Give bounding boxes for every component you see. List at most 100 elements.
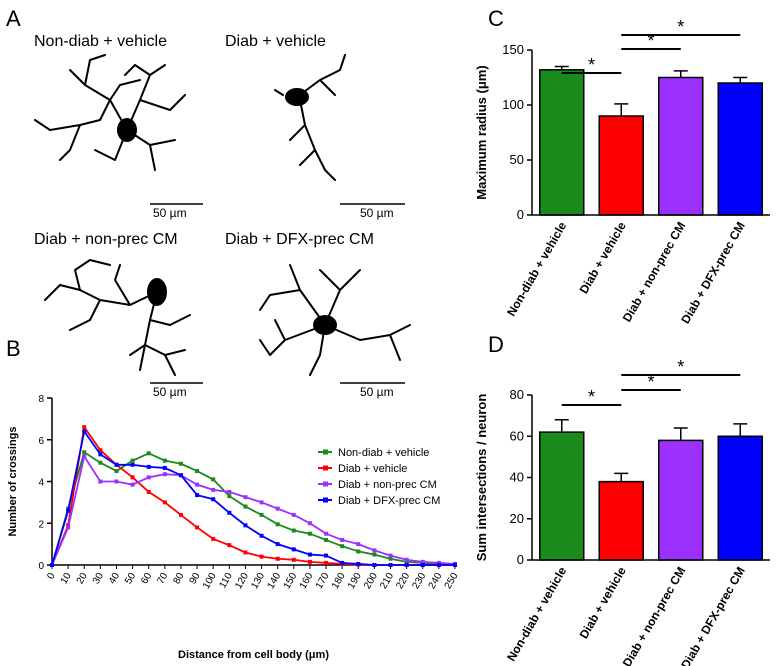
panel-letter: B: [6, 336, 21, 361]
point: [66, 508, 71, 513]
x-axis-title: Distance from cell body (μm): [178, 649, 329, 661]
point: [195, 469, 200, 474]
point: [98, 452, 103, 457]
bar: [538, 431, 585, 561]
x-tick-label: 160: [298, 571, 316, 591]
y-tick-label: 20: [510, 511, 524, 526]
y-tick-label: 50: [510, 152, 524, 167]
point: [178, 461, 183, 466]
cell-label: Diab + DFX-prec CM: [225, 231, 374, 248]
x-tick-label: 250: [443, 571, 461, 591]
y-tick-label: 0: [517, 552, 524, 567]
point: [211, 487, 216, 492]
point: [98, 479, 103, 484]
point: [130, 458, 135, 463]
point: [259, 554, 264, 559]
x-tick-label: 90: [188, 571, 203, 587]
x-tick-label: 120: [233, 571, 251, 591]
legend-marker: [323, 481, 328, 487]
point: [243, 523, 248, 528]
point: [211, 477, 216, 482]
x-tick-label: 60: [139, 571, 154, 587]
significance-label: *: [677, 17, 684, 37]
point: [82, 450, 87, 455]
point: [114, 469, 119, 474]
point: [275, 522, 280, 527]
bar: [598, 115, 645, 216]
point: [307, 521, 312, 526]
x-tick-label: 180: [330, 571, 348, 591]
point: [436, 560, 441, 565]
point: [388, 563, 393, 567]
y-tick-label: 60: [510, 428, 524, 443]
x-tick-label: 50: [123, 571, 138, 587]
x-tick-label: 80: [171, 571, 186, 587]
point: [324, 560, 329, 565]
point: [307, 531, 312, 536]
x-tick-label: 40: [107, 571, 122, 587]
point: [130, 475, 135, 480]
point: [227, 510, 232, 515]
point: [259, 533, 264, 538]
scale-label: 50 µm: [153, 206, 187, 220]
bar: [657, 439, 704, 561]
legend-label: Diab + vehicle: [338, 463, 407, 475]
point: [243, 550, 248, 555]
point: [162, 472, 167, 477]
point: [275, 542, 280, 547]
x-tick-label: 150: [282, 571, 300, 591]
point: [291, 512, 296, 517]
y-tick-label: 40: [510, 470, 524, 485]
y-tick-label: 6: [38, 436, 44, 447]
point: [356, 542, 361, 547]
point: [388, 553, 393, 558]
point: [227, 494, 232, 499]
panel-letter: A: [6, 6, 21, 31]
point: [114, 479, 119, 484]
legend-marker: [323, 497, 328, 503]
significance-label: *: [647, 372, 654, 392]
cell-label: Diab + non-prec CM: [34, 231, 178, 248]
panel-letter: D: [488, 332, 504, 357]
point: [259, 512, 264, 517]
point: [211, 536, 216, 541]
x-tick-label: 240: [427, 571, 445, 591]
x-tick-label: 200: [362, 571, 380, 591]
point: [356, 549, 361, 554]
legend-marker: [323, 449, 328, 455]
y-tick-label: 4: [38, 478, 44, 489]
y-tick-label: 150: [502, 42, 524, 57]
x-tick-label: Diab + vehicle: [577, 219, 629, 296]
point: [162, 465, 167, 470]
x-tick-label: 0: [45, 571, 58, 582]
point: [82, 429, 87, 434]
legend-label: Non-diab + vehicle: [338, 447, 429, 459]
point: [388, 556, 393, 561]
point: [146, 464, 151, 469]
point: [82, 454, 87, 459]
point: [291, 528, 296, 533]
point: [146, 489, 151, 494]
scale-label: 50 µm: [360, 385, 394, 399]
y-axis-title: Number of crossings: [7, 426, 19, 536]
y-tick-label: 0: [38, 561, 44, 572]
point: [404, 559, 409, 564]
series-line: [51, 450, 455, 566]
y-axis-title: Sum intersections / neuron: [474, 394, 489, 562]
point: [420, 559, 425, 564]
point: [227, 543, 232, 548]
bar: [538, 69, 585, 216]
point: [372, 552, 377, 557]
point: [130, 482, 135, 487]
y-tick-label: 100: [502, 97, 524, 112]
point: [130, 462, 135, 467]
x-tick-label: 100: [201, 571, 219, 591]
x-tick-label: 110: [217, 571, 235, 591]
point: [356, 561, 361, 566]
significance-label: *: [588, 387, 595, 407]
point: [50, 563, 54, 567]
point: [162, 500, 167, 505]
x-tick-label: Diab + non-prec CM: [620, 220, 689, 325]
x-tick-label: Diab + DFX-prec CM: [678, 565, 748, 666]
